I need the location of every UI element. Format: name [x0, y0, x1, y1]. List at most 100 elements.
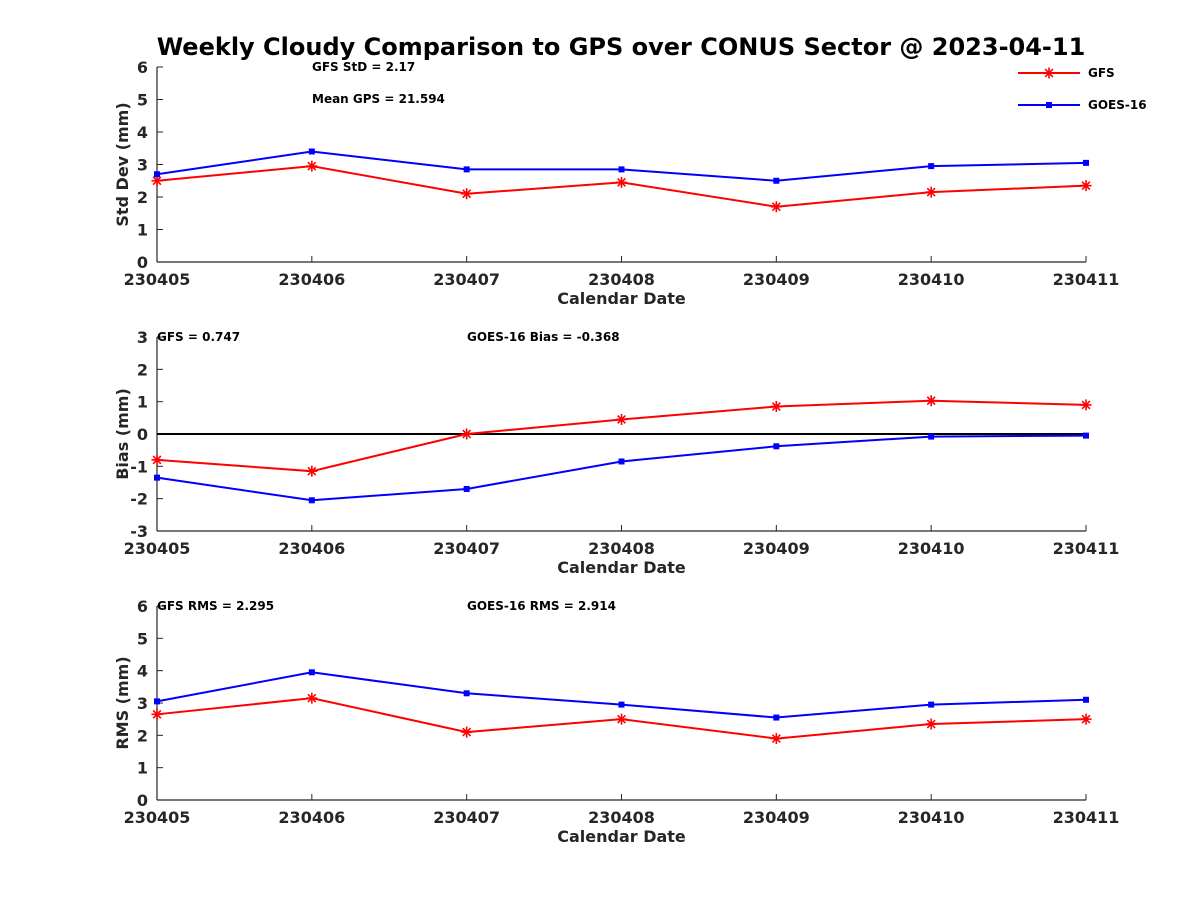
data-point-goes16 [928, 163, 935, 170]
data-point-gfs [616, 713, 627, 725]
chart-title: Weekly Cloudy Comparison to GPS over CON… [157, 33, 1086, 61]
x-tick-label: 230409 [743, 808, 810, 827]
y-tick-label: 1 [137, 221, 148, 240]
data-point-gfs [151, 454, 163, 466]
y-axis-label: Std Dev (mm) [113, 102, 132, 226]
data-point-gfs [1080, 180, 1092, 192]
x-tick-label: 230409 [743, 539, 810, 558]
legend-marker-0 [1043, 67, 1055, 79]
y-tick-label: 3 [137, 328, 148, 347]
y-tick-label: 0 [137, 425, 148, 444]
data-point-goes16 [928, 433, 935, 440]
y-tick-label: 6 [137, 597, 148, 616]
data-point-goes16 [618, 166, 625, 173]
y-tick-label: -2 [130, 490, 148, 509]
data-point-gfs [306, 692, 318, 704]
y-tick-label: 5 [137, 629, 148, 648]
x-axis-label: Calendar Date [557, 558, 686, 577]
y-tick-label: 5 [137, 91, 148, 110]
legend-label-goes16: GOES-16 [1088, 98, 1147, 112]
stat-annotation: GOES-16 Bias = -0.368 [467, 330, 620, 344]
x-tick-label: 230406 [278, 539, 345, 558]
x-tick-label: 230407 [433, 808, 500, 827]
x-tick-label: 230410 [898, 539, 965, 558]
data-point-goes16 [463, 166, 470, 173]
y-axis-label: Bias (mm) [113, 388, 132, 480]
y-tick-label: 0 [137, 791, 148, 810]
y-tick-label: -3 [130, 522, 148, 541]
data-point-goes16 [154, 474, 160, 481]
stat-annotation: GFS = 0.747 [157, 330, 240, 344]
x-tick-label: 230405 [124, 808, 191, 827]
x-tick-label: 230408 [588, 808, 655, 827]
data-point-gfs [1080, 713, 1092, 725]
x-axis-label: Calendar Date [557, 827, 686, 846]
stat-annotation: Mean GPS = 21.594 [312, 92, 445, 106]
data-point-goes16 [928, 701, 935, 708]
y-tick-label: 1 [137, 393, 148, 412]
subplot-1: 0 1 2 3 4 5 6 230405 230406 230407 230408 230409 230… [113, 58, 1119, 308]
stat-annotation: GOES-16 RMS = 2.914 [467, 599, 616, 613]
data-point-gfs [306, 160, 318, 172]
y-tick-label: 3 [137, 156, 148, 175]
stat-annotation: GFS RMS = 2.295 [157, 599, 274, 613]
y-axis-label: RMS (mm) [113, 656, 132, 749]
data-point-goes16 [308, 148, 315, 155]
data-point-goes16 [1083, 159, 1089, 166]
data-point-goes16 [463, 485, 470, 492]
x-tick-label: 230410 [898, 808, 965, 827]
x-tick-label: 230411 [1053, 539, 1120, 558]
x-tick-label: 230407 [433, 270, 500, 289]
subplot-3: 0 1 2 3 4 5 6 230405 230406 230407 230408 230409 230… [113, 597, 1119, 846]
data-point-gfs [770, 733, 782, 745]
stat-annotation: GFS StD = 2.17 [312, 60, 415, 74]
x-tick-label: 230408 [588, 539, 655, 558]
data-point-gfs [461, 188, 473, 200]
data-point-gfs [925, 718, 937, 730]
data-point-gfs [616, 176, 627, 188]
x-tick-label: 230411 [1053, 808, 1120, 827]
data-point-goes16 [618, 701, 625, 708]
x-tick-label: 230406 [278, 808, 345, 827]
data-point-goes16 [1083, 432, 1089, 439]
data-point-gfs [616, 413, 627, 425]
series-line-goes16 [156, 150, 1087, 182]
y-tick-label: 2 [137, 726, 148, 745]
series-line-goes16 [156, 434, 1087, 502]
x-tick-label: 230408 [588, 270, 655, 289]
y-tick-label: 4 [137, 123, 148, 142]
data-point-goes16 [773, 443, 780, 450]
x-tick-label: 230407 [433, 539, 500, 558]
data-point-gfs [770, 201, 782, 213]
data-point-goes16 [773, 177, 780, 184]
x-axis-label: Calendar Date [557, 289, 686, 308]
data-point-goes16 [308, 669, 315, 676]
y-tick-label: -1 [130, 457, 148, 476]
y-tick-label: 6 [137, 58, 148, 77]
legend-label-gfs: GFS [1088, 66, 1115, 80]
legend-marker-1 [1046, 102, 1052, 108]
data-point-goes16 [463, 690, 470, 697]
data-point-goes16 [773, 714, 780, 721]
x-tick-label: 230409 [743, 270, 810, 289]
data-point-gfs [461, 428, 473, 440]
plots-container: 0 1 2 3 4 5 6 230405 230406 230407 230408 230409 230… [113, 58, 1119, 846]
y-tick-label: 3 [137, 694, 148, 713]
y-tick-label: 0 [137, 253, 148, 272]
data-point-goes16 [308, 497, 315, 504]
data-point-gfs [770, 401, 782, 413]
series-line-goes16 [156, 671, 1087, 719]
x-tick-label: 230410 [898, 270, 965, 289]
subplot-2: -3 -2 -1 0 1 2 3 230405 230406 230407 230408 230409… [113, 328, 1119, 577]
x-tick-label: 230411 [1053, 270, 1120, 289]
data-point-gfs [925, 395, 937, 407]
data-point-gfs [306, 465, 318, 477]
x-tick-label: 230405 [124, 270, 191, 289]
x-tick-label: 230406 [278, 270, 345, 289]
data-point-goes16 [154, 171, 160, 178]
data-point-goes16 [618, 458, 625, 465]
chart-legend: GFS GOES-16 [1018, 66, 1147, 112]
y-tick-label: 1 [137, 759, 148, 778]
data-point-gfs [151, 708, 163, 720]
